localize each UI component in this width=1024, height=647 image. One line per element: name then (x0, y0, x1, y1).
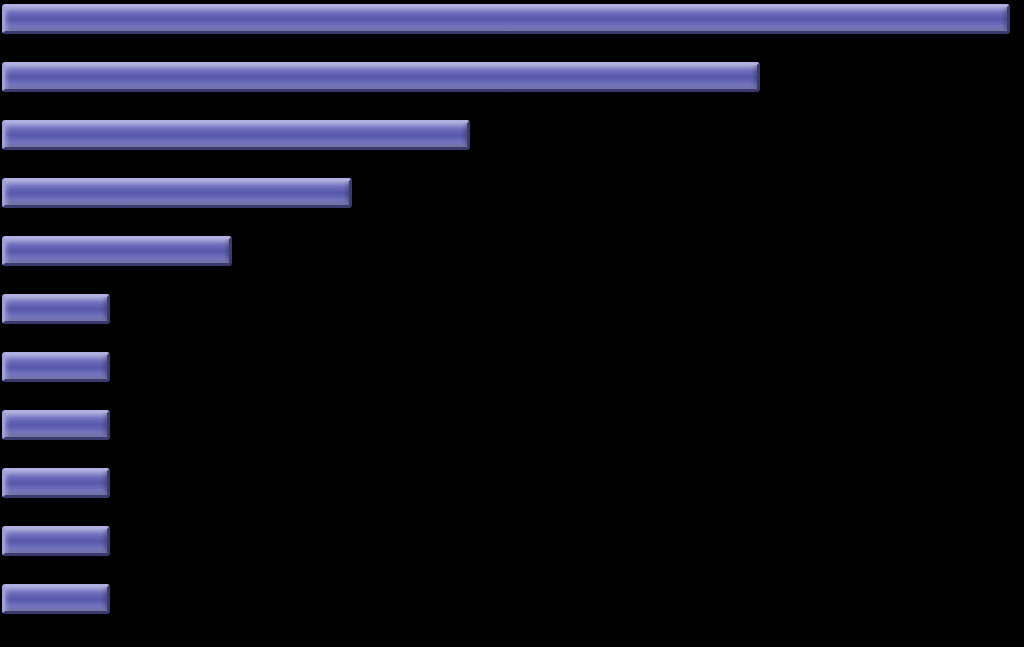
bar-10 (2, 584, 110, 614)
bar-2 (2, 120, 470, 150)
bar-4 (2, 236, 232, 266)
bar-0 (2, 4, 1010, 34)
bar-7 (2, 410, 110, 440)
bar-6 (2, 352, 110, 382)
bar-3 (2, 178, 352, 208)
bar-8 (2, 468, 110, 498)
bar-5 (2, 294, 110, 324)
bar-9 (2, 526, 110, 556)
bar-1 (2, 62, 760, 92)
horizontal-bar-chart (0, 0, 1024, 647)
